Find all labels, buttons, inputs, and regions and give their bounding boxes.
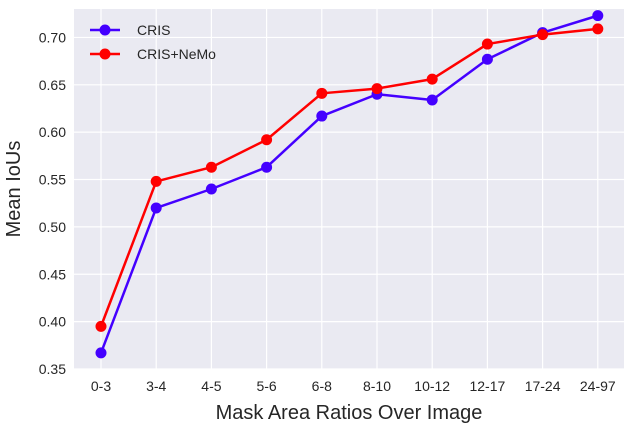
data-point <box>95 320 107 332</box>
data-point <box>205 161 217 173</box>
legend: CRIS CRIS+NeMo <box>90 22 216 62</box>
x-tick-label: 6-8 <box>312 378 332 394</box>
data-point <box>592 10 604 22</box>
data-point <box>316 87 328 99</box>
series-line-0 <box>99 14 599 354</box>
series-group <box>95 10 604 359</box>
y-tick-label: 0.55 <box>39 172 66 188</box>
y-tick-label: 0.50 <box>39 219 66 235</box>
x-tick-label: 24-97 <box>580 378 616 394</box>
y-axis-ticks: 0.35 0.40 0.45 0.50 0.55 0.60 0.65 0.70 <box>39 29 66 377</box>
data-point <box>371 83 383 95</box>
data-point <box>150 202 162 214</box>
legend-label: CRIS <box>137 22 170 38</box>
y-tick-label: 0.70 <box>39 29 66 45</box>
y-axis-label: Mean IoUs <box>3 141 25 238</box>
data-point <box>537 29 549 41</box>
data-point <box>426 94 438 106</box>
data-point <box>205 183 217 195</box>
legend-marker <box>99 48 111 60</box>
data-point <box>261 134 273 146</box>
data-point <box>592 23 604 35</box>
y-tick-label: 0.35 <box>39 361 66 377</box>
x-axis-label: Mask Area Ratios Over Image <box>216 402 483 424</box>
x-tick-label: 4-5 <box>201 378 221 394</box>
legend-marker <box>99 24 111 36</box>
x-tick-label: 3-4 <box>146 378 166 394</box>
data-point <box>426 73 438 85</box>
x-axis-ticks: 0-3 3-4 4-5 5-6 6-8 8-10 10-12 12-17 17-24 24-97 <box>91 378 616 394</box>
x-tick-label: 8-10 <box>363 378 391 394</box>
plot-area <box>74 9 624 369</box>
data-point <box>261 161 273 173</box>
data-point <box>481 38 493 50</box>
legend-label: CRIS+NeMo <box>137 46 216 62</box>
y-tick-label: 0.40 <box>39 314 66 330</box>
y-tick-label: 0.65 <box>39 77 66 93</box>
x-tick-label: 17-24 <box>525 378 561 394</box>
data-point <box>316 110 328 122</box>
data-point <box>481 53 493 65</box>
x-tick-label: 12-17 <box>469 378 505 394</box>
y-tick-label: 0.45 <box>39 266 66 282</box>
series-line-1 <box>99 27 598 327</box>
x-tick-label: 5-6 <box>256 378 276 394</box>
x-tick-label: 0-3 <box>91 378 111 394</box>
data-point <box>95 347 107 359</box>
y-tick-label: 0.60 <box>39 124 66 140</box>
data-point <box>150 175 162 187</box>
x-tick-label: 10-12 <box>414 378 450 394</box>
